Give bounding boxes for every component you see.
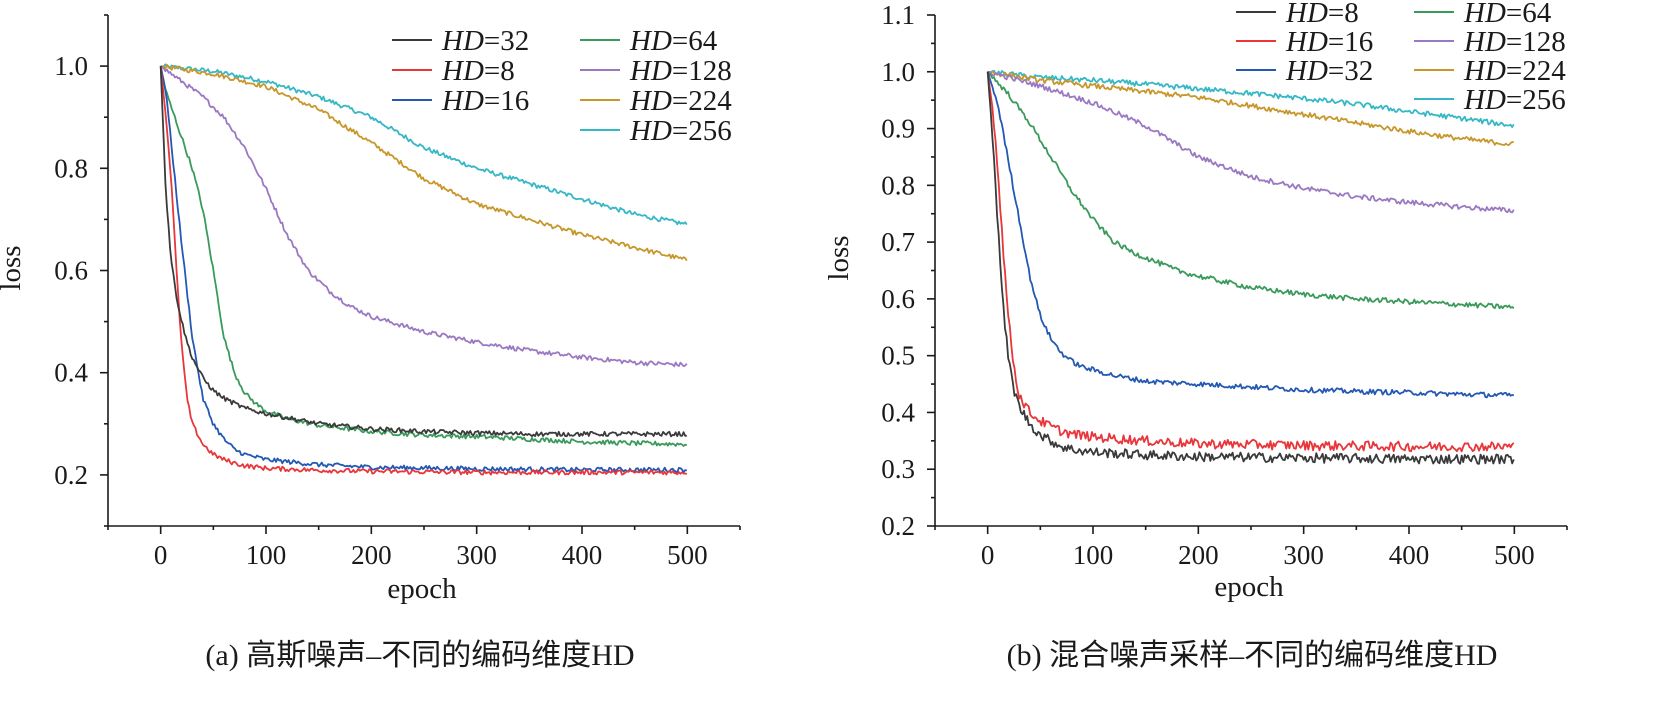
series-line-hd-224 <box>987 70 1514 146</box>
legend-label-hd-256: HD=256 <box>1463 84 1566 116</box>
series-line-hd-16 <box>159 65 688 474</box>
legend-label-hd-8: HD=8 <box>441 55 515 87</box>
x-axis-label: epoch <box>1214 571 1284 603</box>
x-tick-label: 300 <box>1283 540 1324 570</box>
y-tick-label: 0.8 <box>881 170 915 200</box>
x-tick-label: 0 <box>154 540 168 570</box>
x-tick-label: 500 <box>667 540 708 570</box>
legend-label-hd-8: HD=8 <box>1285 0 1359 29</box>
legend-label-hd-256: HD=256 <box>629 115 732 147</box>
y-tick-label: 0.3 <box>881 454 915 484</box>
legend-label-hd-224: HD=224 <box>629 85 732 117</box>
y-tick-label: 0.6 <box>54 256 88 286</box>
y-tick-label: 1.0 <box>881 57 915 87</box>
series-line-hd-64 <box>159 65 688 447</box>
y-tick-label: 1.0 <box>54 51 88 81</box>
legend-label-hd-128: HD=128 <box>629 55 732 87</box>
x-tick-label: 400 <box>1389 540 1430 570</box>
x-tick-label: 200 <box>351 540 392 570</box>
legend-label-hd-64: HD=64 <box>1463 0 1552 29</box>
y-tick-label: 0.7 <box>881 227 915 257</box>
series-line-hd-256 <box>987 69 1515 128</box>
series-line-hd-32 <box>159 66 687 438</box>
series-line-hd-128 <box>987 70 1515 214</box>
y-tick-label: 0.8 <box>54 153 88 183</box>
y-axis-label: loss <box>823 235 855 280</box>
y-tick-label: 0.5 <box>881 341 915 371</box>
y-tick-label: 0.2 <box>881 511 915 541</box>
y-tick-label: 0.6 <box>881 284 915 314</box>
y-tick-label: 0.4 <box>881 397 915 427</box>
y-tick-label: 0.9 <box>881 114 915 144</box>
x-axis-label: epoch <box>387 573 457 605</box>
y-tick-label: 1.1 <box>881 0 915 30</box>
x-tick-label: 200 <box>1178 540 1219 570</box>
y-tick-label: 0.4 <box>54 358 88 388</box>
legend-label-hd-64: HD=64 <box>629 25 718 57</box>
legend-label-hd-16: HD=16 <box>441 85 529 117</box>
series-line-hd-224 <box>160 63 688 262</box>
legend-label-hd-128: HD=128 <box>1463 26 1566 58</box>
chart-panel-b: 0 100 200 300 400 500 0.2 0.3 0.4 0.5 0.6 0.7 0.8 0.9… <box>823 0 1568 672</box>
x-tick-label: 400 <box>562 540 603 570</box>
series-line-hd-8 <box>986 71 1515 465</box>
legend-label-hd-32: HD=32 <box>1285 55 1373 87</box>
series-line-hd-128 <box>160 65 688 368</box>
x-tick-label: 0 <box>981 540 995 570</box>
x-tick-label: 100 <box>246 540 287 570</box>
series-line-hd-32 <box>986 71 1514 399</box>
x-tick-label: 100 <box>1073 540 1114 570</box>
x-tick-label: 500 <box>1494 540 1535 570</box>
legend-label-hd-16: HD=16 <box>1285 26 1373 58</box>
panel-caption: (b) 混合噪声采样–不同的编码维度HD <box>1007 639 1498 672</box>
x-tick-label: 300 <box>456 540 497 570</box>
legend-label-hd-224: HD=224 <box>1463 55 1566 87</box>
legend-label-hd-32: HD=32 <box>441 25 529 57</box>
y-axis-label: loss <box>0 245 27 290</box>
panel-caption: (a) 高斯噪声–不同的编码维度HD <box>205 639 634 672</box>
y-tick-label: 0.2 <box>54 460 88 490</box>
chart-panel-a: 0 100 200 300 400 500 0.2 0.4 0.6 0.8 1.0 epoch loss… <box>0 14 741 672</box>
series-line-hd-256 <box>160 63 688 226</box>
series-line-hd-8 <box>159 66 688 476</box>
series-line-hd-16 <box>986 71 1515 453</box>
series-line-hd-64 <box>987 71 1515 310</box>
